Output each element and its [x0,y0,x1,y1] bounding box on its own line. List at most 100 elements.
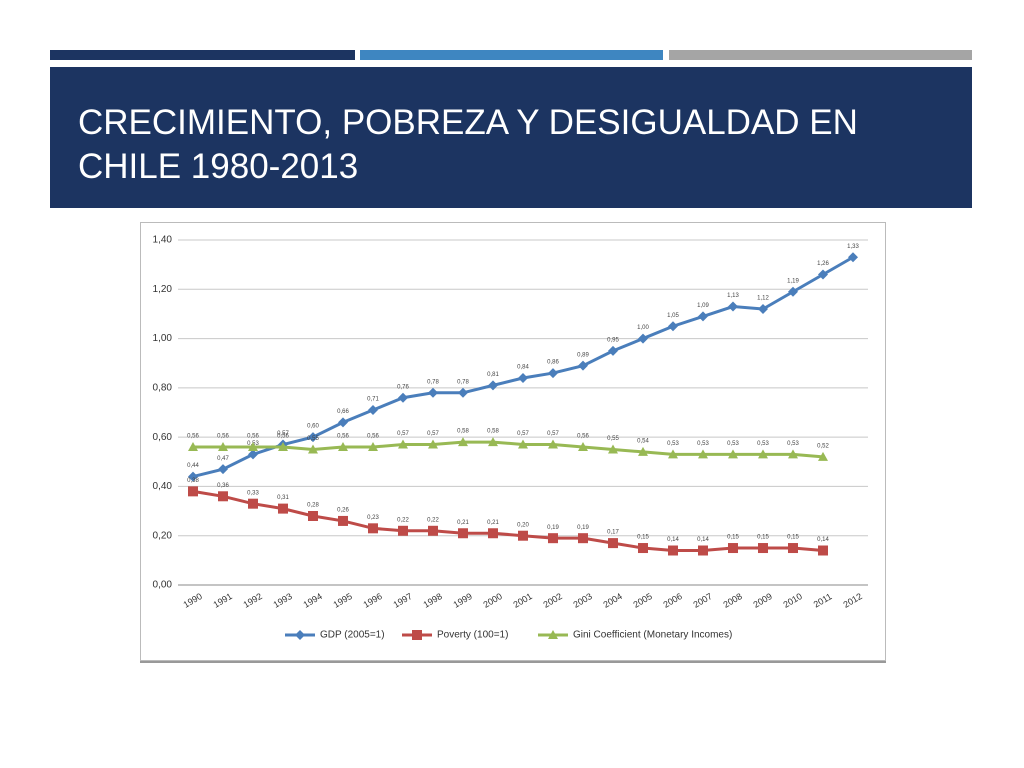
legend-marker [412,630,422,640]
data-label: 1,19 [787,278,799,284]
data-label: 0,58 [457,429,469,435]
data-point [188,486,198,497]
data-label: 0,53 [757,441,769,447]
data-label: 1,05 [667,313,679,319]
data-label: 1,00 [637,325,649,331]
data-label: 0,22 [397,517,409,523]
data-point [818,545,828,556]
data-label: 0,14 [817,537,829,543]
data-label: 0,23 [367,515,379,521]
data-point [488,437,498,447]
data-label: 0,58 [487,429,499,435]
data-label: 0,71 [367,397,379,403]
data-point [698,545,708,556]
data-point [458,437,468,447]
data-label: 0,17 [607,530,619,536]
data-label: 0,44 [187,463,199,469]
data-point [518,373,528,383]
data-label: 0,31 [277,495,289,501]
data-label: 0,60 [307,424,319,430]
data-point [428,439,438,449]
data-label: 0,19 [547,525,559,531]
data-label: 0,53 [697,441,709,447]
data-point [578,533,588,544]
data-point [638,333,648,344]
data-label: 0,78 [427,379,439,385]
data-point [278,503,288,514]
y-tick-label: 1,20 [153,284,173,295]
data-point [218,491,228,502]
data-label: 0,57 [397,431,409,437]
data-point [728,301,738,312]
data-label: 0,15 [757,535,769,541]
data-point [668,545,678,556]
legend-label: Poverty (100=1) [437,630,508,641]
data-label: 0,19 [577,525,589,531]
data-point [548,368,558,379]
data-label: 0,56 [337,434,349,440]
data-label: 0,38 [187,478,199,484]
series-line [193,440,824,459]
data-point [518,530,528,541]
data-point [278,442,288,451]
accent-bar [360,50,663,60]
data-label: 0,57 [547,431,559,437]
data-label: 0,33 [247,490,259,496]
data-point [398,525,408,536]
data-point [758,449,768,459]
data-point [488,528,498,539]
data-label: 0,21 [487,520,499,526]
data-label: 0,81 [487,372,499,378]
series-line [192,489,824,552]
data-point [338,442,348,451]
data-label: 0,84 [517,365,529,371]
data-label: 0,56 [277,434,289,440]
data-point [338,417,348,428]
data-point [368,523,378,534]
data-point [698,311,708,322]
title-box: CRECIMIENTO, POBREZA Y DESIGUALDAD EN CH… [50,67,972,208]
data-label: 0,14 [667,537,679,543]
data-point [248,442,258,451]
data-label: 0,66 [337,409,349,415]
data-point [728,543,738,554]
data-point [668,321,678,332]
data-label: 1,09 [697,303,709,309]
data-point [548,439,558,449]
data-label: 0,26 [337,508,349,514]
data-label: 0,22 [427,517,439,523]
data-point [428,387,438,398]
data-label: 0,15 [727,535,739,541]
data-label: 0,56 [577,434,589,440]
data-point [398,392,408,403]
data-label: 0,36 [217,483,229,489]
data-point [578,442,588,451]
data-point [818,451,828,461]
data-point [668,449,678,459]
slide-title: CRECIMIENTO, POBREZA Y DESIGUALDAD EN CH… [78,103,858,186]
data-label: 0,56 [217,434,229,440]
data-point [368,405,378,416]
data-label: 0,56 [247,434,259,440]
data-label: 0,21 [457,520,469,526]
data-point [698,449,708,459]
data-label: 0,47 [217,456,229,462]
legend-marker [548,630,558,639]
data-point [548,533,558,544]
data-point [608,345,618,356]
y-tick-label: 0,60 [153,432,173,443]
data-label: 0,20 [517,522,529,528]
data-point [188,471,198,482]
data-label: 0,56 [187,434,199,440]
data-point [308,511,318,521]
data-label: 0,28 [307,503,319,509]
data-label: 0,15 [787,535,799,541]
data-point [608,538,618,549]
y-tick-label: 1,00 [153,333,173,344]
data-point [848,252,858,263]
data-label: 0,56 [367,434,379,440]
legend-marker [295,630,305,640]
data-point [578,360,588,371]
data-point [308,432,318,443]
